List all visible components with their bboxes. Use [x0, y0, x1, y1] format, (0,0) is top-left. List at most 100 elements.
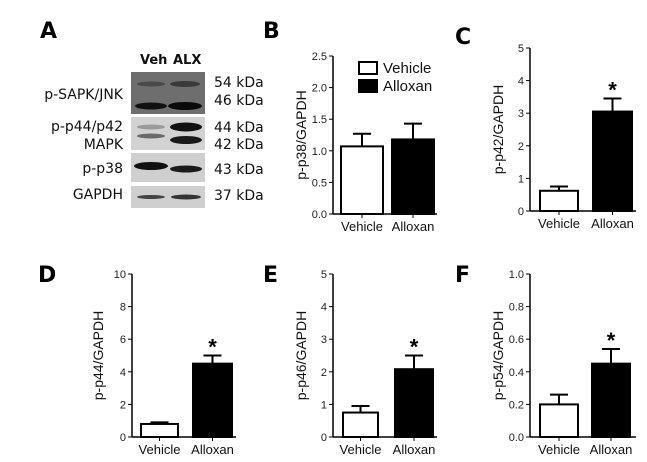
- blot-strip-gapdh: [131, 186, 205, 208]
- panel-label-d: D: [38, 263, 56, 288]
- y-tick-label-b: 0.0: [312, 209, 327, 221]
- bar-b-vehicle: [340, 145, 384, 216]
- y-tick-label-c: 2: [518, 141, 524, 153]
- x-tick-label-b: Alloxan: [392, 219, 435, 234]
- blot-label-jnk: p-SAPK/JNK: [44, 87, 124, 103]
- kda-label: 54 kDa: [214, 75, 264, 91]
- significance-marker-e: *: [410, 335, 419, 360]
- y-tick-label-c: 4: [518, 76, 524, 88]
- legend-swatch-alloxan: [358, 79, 378, 93]
- kda-label: 37 kDa: [214, 188, 264, 204]
- y-axis-label-f: p-p54/GAPDH: [490, 311, 506, 400]
- lane-label-veh: Veh: [140, 53, 167, 68]
- band: [168, 102, 202, 110]
- x-tick-label-c: Vehicle: [538, 216, 580, 231]
- x-tick-label-b: Vehicle: [341, 219, 383, 234]
- significance-marker-d: *: [208, 335, 217, 360]
- y-tick-label-e: 5: [321, 269, 327, 281]
- y-axis-label-e: p-p46/GAPDH: [293, 311, 309, 400]
- y-tick-label-d: 10: [114, 269, 126, 281]
- y-tick-label-e: 0: [321, 432, 327, 444]
- blot-label-p38: p-p38: [82, 161, 123, 177]
- band: [170, 81, 200, 87]
- bar-c-vehicle: [539, 189, 579, 212]
- y-tick-label-b: 2.0: [312, 83, 327, 95]
- kda-label: 44 kDa: [214, 120, 264, 136]
- y-tick-label-d: 6: [120, 334, 126, 346]
- y-tick-label-f: 0.8: [509, 302, 524, 314]
- band: [170, 165, 202, 173]
- legend-label-alloxan: Alloxan: [383, 78, 432, 95]
- y-tick-label-b: 0.5: [312, 177, 327, 189]
- kda-label: 46 kDa: [214, 93, 264, 109]
- band: [137, 124, 165, 130]
- y-tick-label-c: 3: [518, 108, 524, 120]
- panel-label-a: A: [40, 19, 57, 44]
- y-axis-label-d: p-p44/GAPDH: [90, 311, 106, 400]
- band: [135, 102, 167, 110]
- y-axis-label-c: p-p42/GAPDH: [490, 85, 506, 174]
- blot-label-erk: p-p44/p42: [51, 119, 123, 135]
- bar-e-alloxan: [394, 368, 434, 438]
- kda-label: 42 kDa: [214, 137, 264, 153]
- band: [170, 122, 202, 132]
- significance-marker-c: *: [608, 78, 617, 103]
- panel-label-c: C: [455, 25, 471, 50]
- y-tick-label-c: 1: [518, 173, 524, 185]
- band: [134, 162, 168, 170]
- panel-label-b: B: [263, 19, 280, 44]
- x-tick-label-d: Vehicle: [139, 442, 181, 457]
- bar-c-alloxan: [592, 110, 633, 212]
- bar-d-vehicle: [140, 422, 179, 438]
- x-tick-label-c: Alloxan: [591, 216, 634, 231]
- x-tick-label-d: Alloxan: [191, 442, 234, 457]
- band: [137, 195, 165, 199]
- y-tick-label-d: 2: [120, 399, 126, 411]
- y-tick-label-f: 0.2: [509, 399, 524, 411]
- y-tick-label-b: 2.5: [312, 51, 327, 63]
- y-tick-label-c: 0: [518, 206, 524, 218]
- band: [137, 81, 165, 87]
- blot-label-erk-2: MAPK: [84, 137, 124, 153]
- y-tick-label-f: 1.0: [509, 269, 524, 281]
- y-tick-label-c: 5: [518, 43, 524, 55]
- y-tick-label-e: 4: [321, 302, 327, 314]
- legend: Vehicle Alloxan: [358, 60, 432, 95]
- legend-label-vehicle: Vehicle: [383, 60, 431, 77]
- bar-d-alloxan: [192, 362, 233, 438]
- x-tick-label-e: Vehicle: [340, 442, 382, 457]
- blot-strip-erk: [131, 117, 205, 150]
- y-tick-label-d: 8: [120, 302, 126, 314]
- y-tick-label-f: 0.4: [509, 367, 524, 379]
- y-tick-label-e: 2: [321, 367, 327, 379]
- y-tick-label-e: 1: [321, 399, 327, 411]
- panel-label-f: F: [455, 263, 470, 288]
- western-blot: Veh ALX p-SAPK/JNK p-p44/p42 MAPK p-p38 …: [44, 53, 264, 208]
- kda-label: 43 kDa: [214, 162, 264, 178]
- y-tick-label-d: 0: [120, 432, 126, 444]
- y-tick-label-b: 1.0: [312, 146, 327, 158]
- bar-e-vehicle: [342, 411, 379, 438]
- blot-label-gapdh: GAPDH: [73, 187, 123, 203]
- legend-swatch-vehicle: [358, 61, 378, 75]
- lane-label-alx: ALX: [173, 53, 201, 68]
- bar-f-alloxan: [591, 362, 631, 438]
- x-tick-label-f: Vehicle: [538, 442, 580, 457]
- y-tick-label-f: 0.6: [509, 334, 524, 346]
- band: [170, 136, 202, 144]
- y-axis-label-b: p-p38/GAPDH: [293, 90, 309, 179]
- band: [137, 133, 165, 139]
- y-tick-label-b: 1.5: [312, 114, 327, 126]
- band: [171, 194, 201, 200]
- y-tick-label-e: 3: [321, 334, 327, 346]
- x-tick-label-e: Alloxan: [393, 442, 436, 457]
- y-tick-label-d: 4: [120, 367, 126, 379]
- panel-label-e: E: [263, 263, 278, 288]
- significance-marker-f: *: [607, 328, 616, 353]
- bar-f-vehicle: [539, 403, 579, 438]
- x-tick-label-f: Alloxan: [590, 442, 633, 457]
- bar-b-alloxan: [391, 138, 435, 215]
- y-tick-label-f: 0.0: [509, 432, 524, 444]
